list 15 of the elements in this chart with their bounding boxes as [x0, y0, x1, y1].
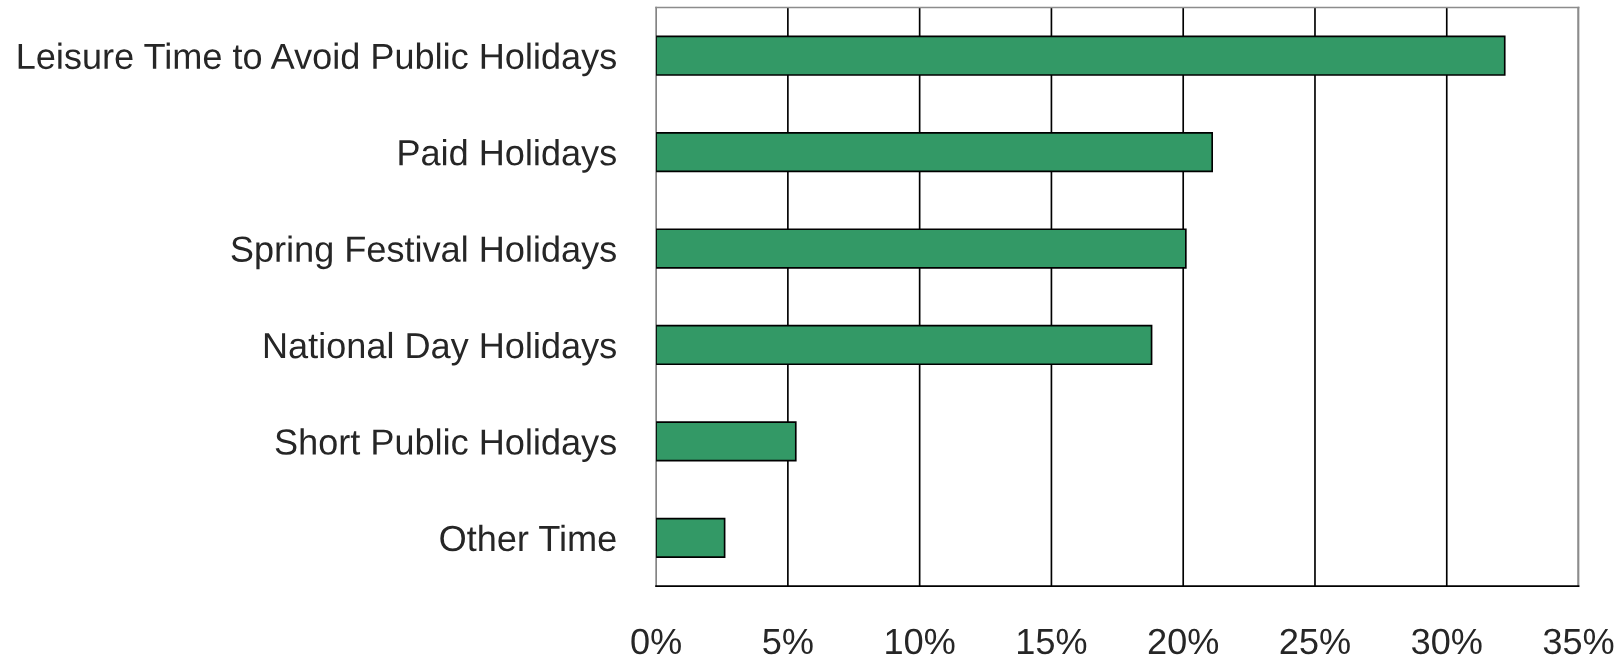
bar	[656, 517, 726, 558]
y-tick-label: Paid Holidays	[399, 139, 616, 173]
x-tick-label: 15%	[1018, 628, 1087, 655]
y-tick-label: Spring Festival Holidays	[231, 235, 616, 270]
y-tick-label: Short Public Holidays	[275, 428, 616, 462]
x-tick-label: 30%	[1411, 628, 1482, 655]
x-tick-label: 25%	[1280, 628, 1350, 655]
x-tick-label: 35%	[1543, 628, 1614, 655]
y-tick-label: National Day Holidays	[264, 331, 616, 366]
y-tick-label: Leisure Time to Avoid Public Holidays	[18, 42, 616, 77]
x-tick-label: 10%	[886, 628, 955, 655]
x-tick-label: 5%	[763, 628, 813, 655]
x-tick-label: 20%	[1148, 628, 1219, 655]
y-tick-label: Other Time	[440, 524, 616, 552]
x-tick-label: 0%	[631, 628, 681, 655]
